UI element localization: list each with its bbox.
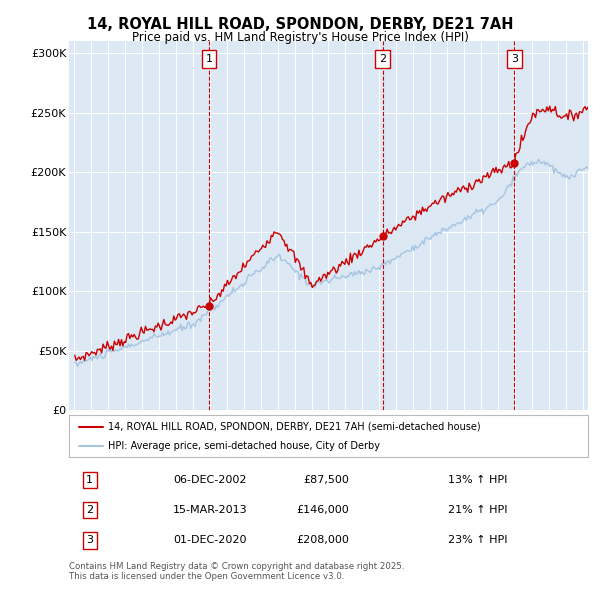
Text: 3: 3: [86, 535, 93, 545]
Text: Contains HM Land Registry data © Crown copyright and database right 2025.
This d: Contains HM Land Registry data © Crown c…: [69, 562, 404, 581]
Text: 06-DEC-2002: 06-DEC-2002: [173, 475, 247, 485]
Text: 14, ROYAL HILL ROAD, SPONDON, DERBY, DE21 7AH: 14, ROYAL HILL ROAD, SPONDON, DERBY, DE2…: [87, 17, 513, 31]
Text: 01-DEC-2020: 01-DEC-2020: [173, 535, 247, 545]
Text: 2: 2: [379, 54, 386, 64]
Text: 3: 3: [511, 54, 518, 64]
Text: 13% ↑ HPI: 13% ↑ HPI: [448, 475, 507, 485]
Text: £208,000: £208,000: [296, 535, 349, 545]
Text: 21% ↑ HPI: 21% ↑ HPI: [448, 505, 508, 515]
Text: 23% ↑ HPI: 23% ↑ HPI: [448, 535, 508, 545]
Text: 1: 1: [86, 475, 93, 485]
Text: 2: 2: [86, 505, 94, 515]
Text: 15-MAR-2013: 15-MAR-2013: [173, 505, 247, 515]
Text: HPI: Average price, semi-detached house, City of Derby: HPI: Average price, semi-detached house,…: [108, 441, 380, 451]
Text: 1: 1: [206, 54, 212, 64]
Text: 14, ROYAL HILL ROAD, SPONDON, DERBY, DE21 7AH (semi-detached house): 14, ROYAL HILL ROAD, SPONDON, DERBY, DE2…: [108, 422, 481, 432]
Text: Price paid vs. HM Land Registry's House Price Index (HPI): Price paid vs. HM Land Registry's House …: [131, 31, 469, 44]
Text: £146,000: £146,000: [296, 505, 349, 515]
Text: £87,500: £87,500: [304, 475, 349, 485]
